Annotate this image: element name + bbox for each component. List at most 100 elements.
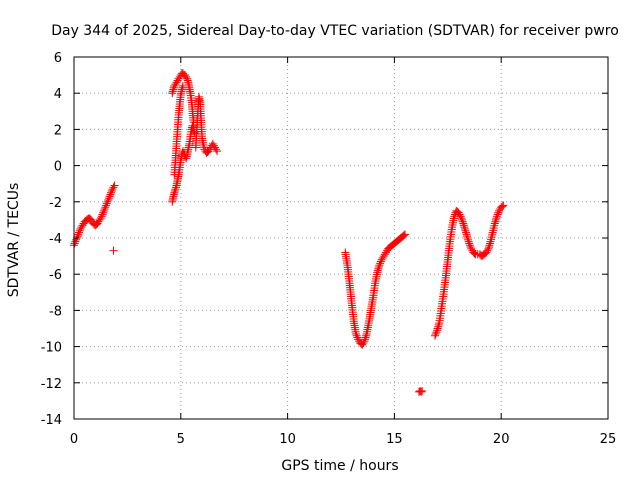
data-point: [93, 219, 102, 228]
data-point: [495, 206, 504, 215]
data-point: [74, 230, 83, 239]
data-point: [491, 217, 500, 226]
data-point: [202, 148, 211, 157]
data-point: [485, 241, 494, 250]
series-outlier1: [109, 246, 118, 255]
y-tick-label: 0: [54, 160, 62, 175]
data-point: [461, 226, 470, 235]
data-point: [455, 210, 464, 219]
data-point: [188, 121, 197, 130]
data-point: [374, 262, 383, 271]
data-point: [459, 219, 468, 228]
data-point: [489, 224, 498, 233]
x-tick-label: 20: [493, 432, 510, 447]
data-point: [465, 239, 474, 248]
data-point: [491, 215, 500, 224]
data-point: [362, 331, 371, 340]
x-tick-label: 0: [70, 432, 78, 447]
data-point: [172, 78, 181, 87]
data-point: [361, 335, 370, 344]
data-point: [109, 183, 118, 192]
data-point: [361, 333, 370, 342]
data-point: [487, 235, 496, 244]
data-point: [170, 186, 179, 195]
data-point: [182, 154, 191, 163]
data-point: [171, 185, 180, 194]
y-tick-label: -4: [49, 232, 62, 247]
data-point: [485, 239, 494, 248]
y-tick-label: -6: [49, 268, 62, 283]
data-point: [379, 252, 388, 261]
data-point: [398, 232, 407, 241]
data-point: [497, 203, 506, 212]
data-point: [354, 335, 363, 344]
y-tick-label: 6: [54, 51, 62, 66]
y-tick-label: -2: [49, 196, 62, 211]
data-point: [492, 214, 501, 223]
data-point: [95, 215, 104, 224]
data-point: [482, 248, 491, 257]
data-point: [353, 333, 362, 342]
data-point: [171, 80, 180, 89]
data-point: [352, 331, 361, 340]
data-point: [461, 228, 470, 237]
data-point: [470, 249, 479, 258]
x-axis-label: GPS time / hours: [281, 458, 398, 474]
data-point: [377, 255, 386, 264]
data-point: [465, 241, 474, 250]
data-point: [431, 329, 440, 338]
data-point: [110, 181, 119, 190]
data-point: [434, 320, 443, 329]
y-tick-label: 2: [54, 123, 62, 138]
data-point: [358, 340, 367, 349]
x-tick-label: 25: [600, 432, 617, 447]
data-point: [101, 203, 110, 212]
data-point: [183, 74, 192, 83]
data-point: [458, 215, 467, 224]
data-point: [494, 208, 503, 217]
data-point: [78, 221, 87, 230]
data-point: [375, 261, 384, 270]
data-point: [483, 246, 492, 255]
data-point: [490, 219, 499, 228]
series-seg2d: [191, 92, 222, 157]
data-point: [463, 232, 472, 241]
data-point: [169, 192, 178, 201]
data-point: [459, 221, 468, 230]
data-point: [108, 185, 117, 194]
data-point: [105, 192, 114, 201]
data-point: [484, 244, 493, 253]
x-tick-label: 15: [386, 432, 403, 447]
data-point: [492, 212, 501, 221]
data-point: [107, 188, 116, 197]
data-point: [498, 202, 507, 211]
data-points: [70, 69, 508, 396]
data-point: [173, 76, 182, 85]
y-axis-label: SDTVAR / TECUs: [6, 183, 22, 298]
data-point: [168, 89, 177, 98]
data-point: [487, 233, 496, 242]
data-point: [177, 85, 186, 94]
data-point: [104, 194, 113, 203]
data-point: [182, 72, 191, 81]
data-point: [73, 232, 82, 241]
data-point: [376, 257, 385, 266]
data-point: [360, 337, 369, 346]
data-point: [97, 212, 106, 221]
data-point: [183, 76, 192, 85]
data-point: [381, 248, 390, 257]
data-point: [376, 259, 385, 268]
chart-title: Day 344 of 2025, Sidereal Day-to-day VTE…: [51, 23, 619, 39]
data-point: [460, 224, 469, 233]
data-point: [454, 208, 463, 217]
x-tick-label: 5: [177, 432, 185, 447]
series-seg2b: [168, 69, 198, 127]
data-point: [170, 81, 179, 90]
data-point: [109, 246, 118, 255]
data-point: [106, 190, 115, 199]
data-point: [75, 226, 84, 235]
data-point: [91, 221, 100, 230]
data-point: [99, 206, 108, 215]
data-point: [76, 224, 85, 233]
y-tick-label: -8: [49, 304, 62, 319]
